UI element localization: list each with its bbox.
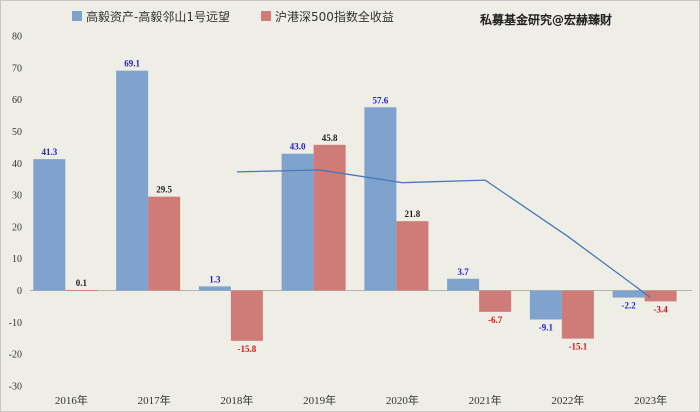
bar-series-2 (479, 290, 512, 312)
data-label-series-2: 0.1 (76, 278, 88, 288)
bar-series-1 (198, 286, 231, 291)
legend-swatch-series-1 (72, 11, 82, 21)
bar-series-1 (33, 159, 66, 291)
bar-series-2 (313, 144, 346, 291)
trend-line-path (236, 169, 652, 299)
x-tick-label: 2022年 (551, 393, 584, 407)
y-tick-label: 20 (12, 222, 22, 233)
x-axis: 2016年 2017年 2018年 2019年 2020年 2021年 2022年 2023年 (55, 393, 667, 407)
bar-series-1 (116, 70, 149, 291)
data-label-series-1: 3.7 (458, 267, 470, 277)
legend-label-series-2: 沪港深500指数全收益 (275, 9, 394, 24)
y-tick-label: 40 (12, 159, 22, 170)
data-label-series-2: -6.7 (488, 315, 503, 325)
bar-series-1 (529, 290, 562, 320)
data-label-series-1: -2.2 (622, 301, 637, 311)
bar-series-2 (644, 290, 677, 302)
bar-series-2 (396, 221, 429, 291)
chart-title: 私募基金研究@宏赫臻财 (479, 12, 612, 27)
data-label-series-1: 41.3 (42, 147, 58, 157)
data-label-series-2: -15.1 (569, 342, 588, 352)
bar-series-1 (364, 107, 397, 291)
data-label-series-1: 43.0 (290, 142, 306, 152)
y-tick-label: -20 (9, 350, 22, 361)
legend: 高毅资产-高毅邻山1号远望 沪港深500指数全收益 (72, 9, 394, 24)
y-tick-label: 80 (12, 32, 22, 43)
data-label-series-2: 21.8 (405, 209, 421, 219)
legend-swatch-series-2 (261, 11, 271, 21)
data-label-series-2: -3.4 (654, 304, 669, 314)
x-tick-label: 2019年 (303, 393, 336, 407)
y-tick-label: 30 (12, 191, 22, 202)
bar-series-1 (612, 290, 645, 298)
data-label-series-1: 69.1 (124, 59, 140, 69)
bar-series-2 (230, 290, 263, 341)
data-label-series-1: 1.3 (209, 274, 221, 284)
y-tick-label: 70 (12, 63, 22, 74)
y-tick-label: 50 (12, 127, 22, 138)
data-label-series-2: -15.8 (238, 344, 257, 354)
x-tick-label: 2020年 (386, 393, 419, 407)
bar-series-2 (148, 196, 181, 291)
bar-series-1 (447, 278, 480, 291)
bar-series-2 (561, 290, 594, 339)
x-tick-label: 2021年 (469, 393, 502, 407)
bar-series-1 (281, 153, 314, 291)
x-tick-label: 2017年 (138, 393, 171, 407)
y-tick-label: 0 (17, 286, 22, 297)
data-label-series-2: 45.8 (322, 133, 338, 143)
data-label-series-2: 29.5 (156, 185, 172, 195)
y-tick-label: -10 (9, 318, 22, 329)
x-tick-label: 2018年 (220, 393, 253, 407)
y-tick-label: -30 (9, 382, 22, 393)
legend-label-series-1: 高毅资产-高毅邻山1号远望 (86, 9, 230, 24)
data-label-series-1: 57.6 (373, 95, 389, 105)
data-label-series-1: -9.1 (539, 323, 554, 333)
y-tick-label: 10 (12, 254, 22, 265)
bars (33, 70, 677, 341)
trend-line (236, 169, 652, 299)
data-labels: 41.3 0.1 69.1 29.5 1.3 -15.8 43.0 45.8 57.6 21.8 3… (42, 59, 669, 354)
x-tick-label: 2023年 (634, 393, 667, 407)
x-tick-label: 2016年 (55, 393, 88, 407)
y-tick-label: 60 (12, 95, 22, 106)
bar-series-2 (65, 290, 98, 292)
